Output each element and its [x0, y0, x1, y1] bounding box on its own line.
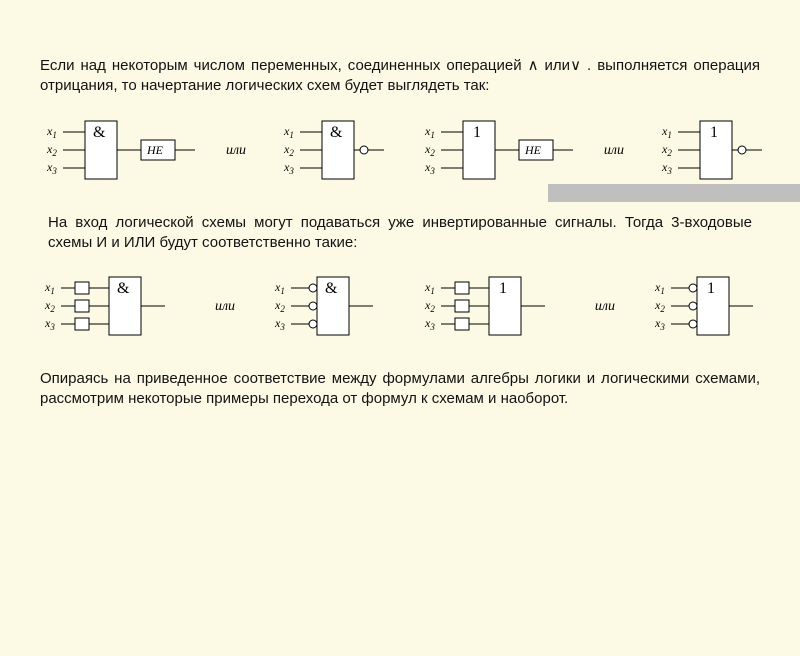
diagram-row-2: x1 x2 x3 & или x1 x2 x3 & x1 x2 x3	[0, 271, 800, 343]
input-label: x1	[283, 124, 294, 140]
or-text-label: или	[226, 143, 246, 159]
input-label: x2	[46, 142, 57, 158]
input-label: x3	[661, 160, 672, 176]
input-label: x3	[654, 316, 665, 332]
gate-symbol-and: &	[117, 280, 130, 297]
gate-symbol-or: 1	[499, 280, 507, 297]
gate-symbol-and: &	[330, 124, 343, 141]
input-label: x1	[46, 124, 57, 140]
diagram-or-bubble-out: x1 x2 x3 1	[650, 115, 765, 187]
input-label: x1	[274, 280, 285, 296]
input-label: x2	[424, 142, 435, 158]
input-label: x1	[654, 280, 665, 296]
input-label: x2	[654, 298, 665, 314]
or-text-label: или	[215, 299, 235, 315]
or-text-label: или	[604, 143, 624, 159]
gate-symbol-or: 1	[710, 124, 718, 141]
diagram-and-bubble-out: x1 x2 x3 &	[272, 115, 387, 187]
input-label: x3	[44, 316, 55, 332]
input-label: x3	[424, 316, 435, 332]
input-label: x2	[274, 298, 285, 314]
diagram-and-input-boxes: x1 x2 x3 &	[35, 271, 185, 343]
not-label: НЕ	[524, 143, 542, 157]
inversion-bubble	[360, 146, 368, 154]
gate-symbol-and: &	[325, 280, 338, 297]
input-label: x2	[424, 298, 435, 314]
input-label: x2	[283, 142, 294, 158]
diagram-row-1: x1 x2 x3 & НЕ или x1 x2 x3 & x1 x2 x3	[0, 115, 800, 187]
not-label: НЕ	[146, 143, 164, 157]
input-label: x1	[424, 124, 435, 140]
paragraph-3: Опираясь на приведенное соответствие меж…	[0, 369, 800, 410]
diagram-or-bubble-inputs: x1 x2 x3 1	[645, 271, 765, 343]
input-label: x3	[283, 160, 294, 176]
input-label: x1	[424, 280, 435, 296]
or-text-label: или	[595, 299, 615, 315]
paragraph-2: На вход логической схемы могут подаватьс…	[0, 213, 800, 254]
gate-symbol-or: 1	[473, 124, 481, 141]
inversion-bubble	[738, 146, 746, 154]
input-label: x3	[46, 160, 57, 176]
input-label: x2	[661, 142, 672, 158]
input-label: x3	[274, 316, 285, 332]
gate-symbol-or: 1	[707, 280, 715, 297]
gate-symbol-and: &	[93, 124, 106, 141]
input-label: x3	[424, 160, 435, 176]
diagram-and-bubble-inputs: x1 x2 x3 &	[265, 271, 385, 343]
input-label: x2	[44, 298, 55, 314]
input-label: x1	[44, 280, 55, 296]
diagram-and-with-not-box: x1 x2 x3 & НЕ	[35, 115, 200, 187]
input-label: x1	[661, 124, 672, 140]
diagram-or-with-not-box: x1 x2 x3 1 НЕ	[413, 115, 578, 187]
diagram-or-input-boxes: x1 x2 x3 1	[415, 271, 565, 343]
gray-decorative-bar	[548, 184, 800, 202]
paragraph-1: Если над некоторым числом переменных, со…	[0, 56, 800, 97]
